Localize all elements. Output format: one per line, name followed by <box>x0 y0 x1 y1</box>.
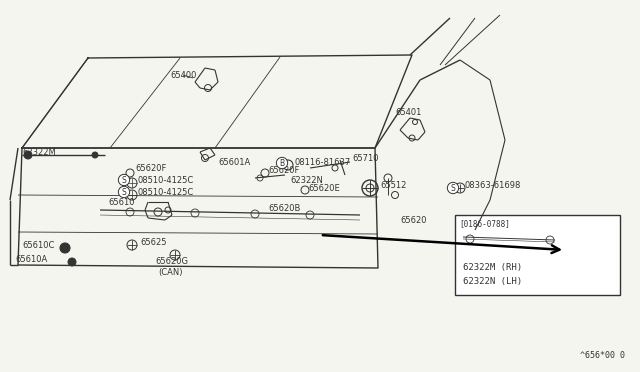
Text: (CAN): (CAN) <box>158 267 182 276</box>
Text: 65620: 65620 <box>400 215 426 224</box>
Text: 65512: 65512 <box>380 180 406 189</box>
Text: 65620F: 65620F <box>268 166 300 174</box>
Text: 62322M (RH): 62322M (RH) <box>463 263 522 272</box>
Circle shape <box>60 243 70 253</box>
Text: 08363-61698: 08363-61698 <box>465 180 522 189</box>
Text: 65620G: 65620G <box>155 257 188 266</box>
Circle shape <box>68 258 76 266</box>
Text: 65400: 65400 <box>170 71 196 80</box>
Text: 65620F: 65620F <box>135 164 166 173</box>
Text: 65601A: 65601A <box>218 157 250 167</box>
Text: 65620B: 65620B <box>268 203 300 212</box>
Text: 65710: 65710 <box>352 154 378 163</box>
Circle shape <box>24 151 32 159</box>
Text: B: B <box>280 158 285 167</box>
Text: 08116-81637: 08116-81637 <box>295 157 351 167</box>
Text: 08510-4125C: 08510-4125C <box>138 187 195 196</box>
Text: ^656*00 0: ^656*00 0 <box>580 351 625 360</box>
Text: 65610C: 65610C <box>22 241 54 250</box>
Text: 62322N (LH): 62322N (LH) <box>463 277 522 286</box>
Text: 65401: 65401 <box>395 108 421 116</box>
Text: 65610A: 65610A <box>15 256 47 264</box>
Text: S: S <box>122 187 126 196</box>
Bar <box>455 215 620 295</box>
Circle shape <box>92 152 98 158</box>
Text: [0186-0788]: [0186-0788] <box>459 219 510 228</box>
Text: 65620E: 65620E <box>308 183 340 192</box>
Text: 62322N: 62322N <box>290 176 323 185</box>
Text: S: S <box>451 183 456 192</box>
Text: S: S <box>122 176 126 185</box>
Text: 62322M: 62322M <box>22 148 56 157</box>
Text: 08510-4125C: 08510-4125C <box>138 176 195 185</box>
Text: 65610: 65610 <box>108 198 134 206</box>
Text: 65625: 65625 <box>140 237 166 247</box>
